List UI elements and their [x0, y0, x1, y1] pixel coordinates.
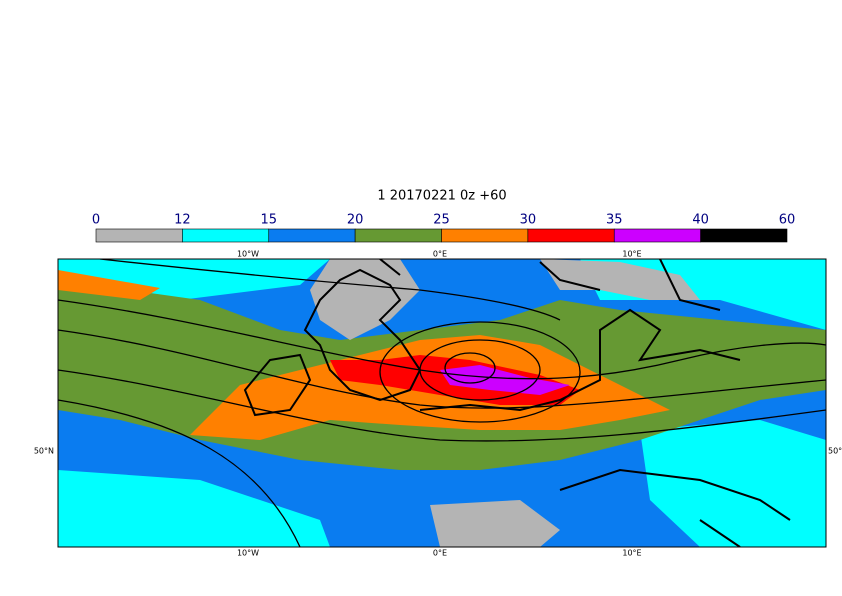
map-frame: [57, 258, 827, 548]
contours: [58, 259, 826, 547]
colorbar-label: 12: [174, 213, 191, 228]
map-field: [58, 259, 826, 547]
lon-label: 10°E: [622, 549, 641, 558]
lon-label: 0°E: [433, 250, 447, 259]
colorbar-segment: [268, 228, 356, 243]
title: 1 20170221 0z +60: [377, 189, 506, 204]
colorbar-label: 35: [606, 213, 623, 228]
colorbar-label: 60: [779, 213, 796, 228]
colorbar-segment: [354, 228, 442, 243]
colorbar-label: 40: [692, 213, 709, 228]
colorbar-label: 15: [260, 213, 277, 228]
lon-label: 10°W: [237, 549, 259, 558]
field-orange: [58, 270, 160, 300]
coastlines: [243, 259, 791, 547]
colorbar: 0 12 15 20 25 30 35 40 60: [92, 213, 795, 243]
lat-label: 50°N: [34, 447, 54, 456]
colorbar-segment: [441, 228, 529, 243]
colorbar-label: 0: [92, 213, 100, 228]
colorbar-segment: [700, 228, 788, 243]
colorbar-segment: [613, 228, 701, 243]
colorbar-label: 30: [520, 213, 537, 228]
lon-label: 10°E: [622, 250, 641, 259]
colorbar-segment: [95, 228, 183, 243]
field-land: [310, 259, 700, 547]
lon-label: 0°E: [433, 549, 447, 558]
lon-label: 10°W: [237, 250, 259, 259]
lat-label: 50°N: [828, 447, 842, 456]
field-magenta: [440, 365, 570, 395]
colorbar-label: 20: [347, 213, 364, 228]
colorbar-segment: [182, 228, 270, 243]
colorbar-label: 25: [433, 213, 450, 228]
colorbar-segment: [527, 228, 615, 243]
